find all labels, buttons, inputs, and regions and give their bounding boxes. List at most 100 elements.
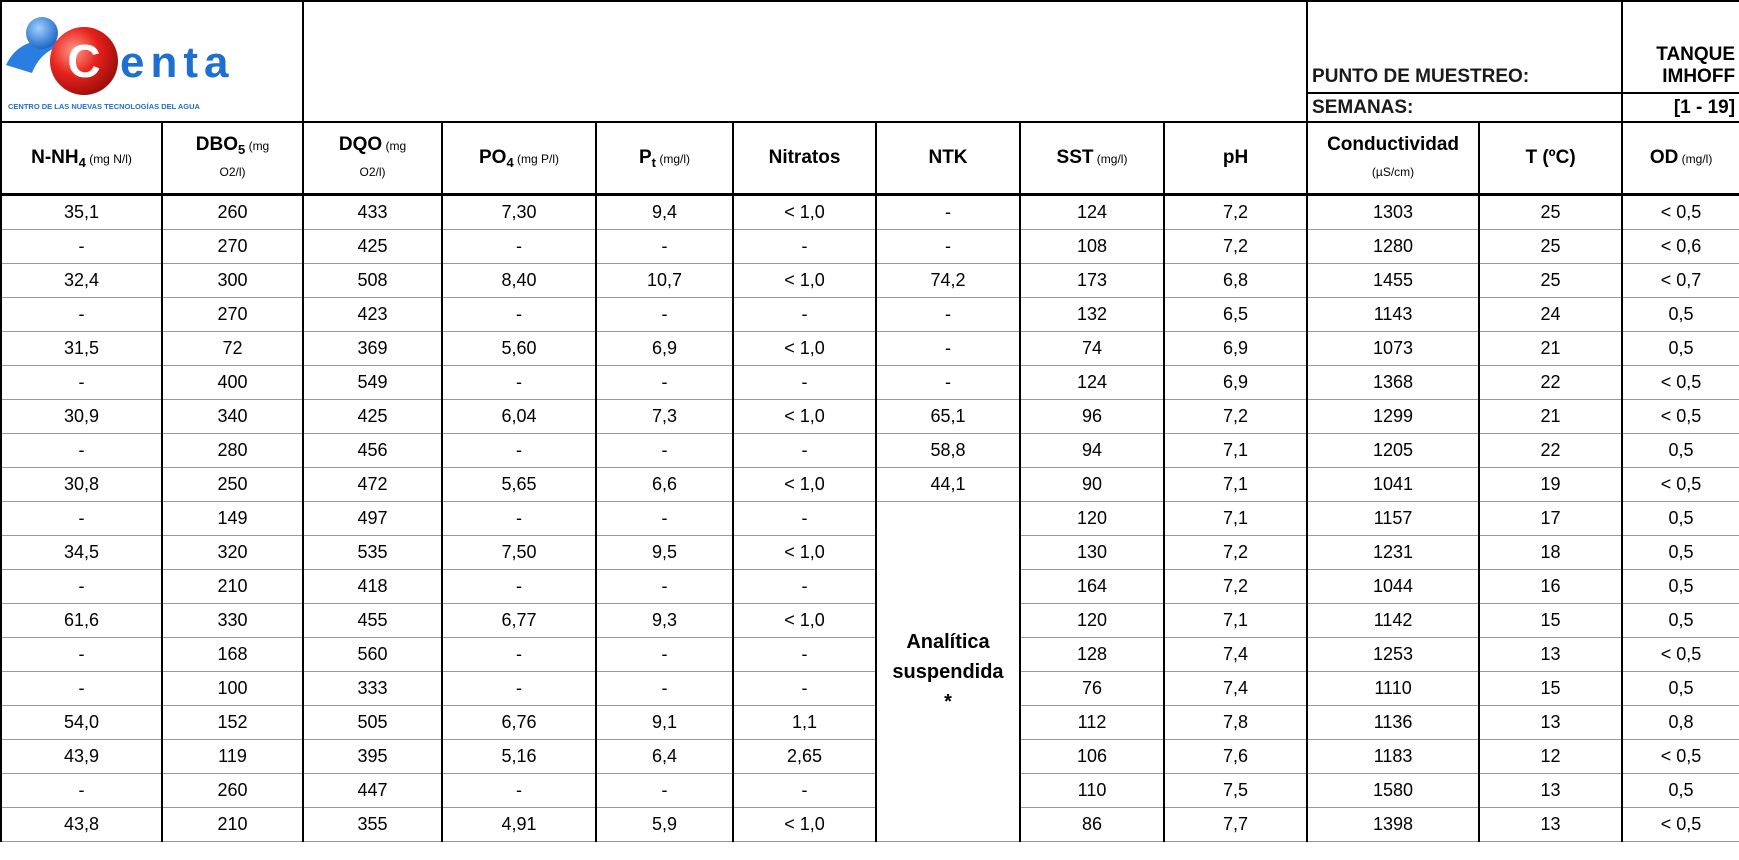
data-cell: 1183: [1306, 739, 1481, 774]
data-cell: -: [595, 637, 734, 672]
subscript: 4: [506, 154, 514, 170]
header-line: (µS/cm): [1312, 158, 1474, 184]
data-cell: 132: [1019, 297, 1165, 332]
data-row: -210 418- - -164 7,2 1044 16 0,5: [0, 569, 1739, 604]
data-cell: < 1,0: [732, 331, 877, 366]
data-cell: 418: [302, 569, 443, 604]
column-header: Pt (mg/l): [595, 121, 734, 196]
data-cell: -: [595, 229, 734, 264]
data-cell: -: [441, 297, 597, 332]
column-header: DQO (mg O2/l): [302, 121, 443, 196]
data-cell: 7,2: [1162, 194, 1309, 230]
data-cell: 1044: [1306, 569, 1481, 604]
merged-line: *: [944, 690, 952, 713]
data-cell: 90: [1019, 467, 1165, 502]
data-cell: 13: [1478, 637, 1624, 672]
data-cell: 508: [302, 263, 443, 298]
header-line: PO4 (mg P/l): [447, 145, 591, 172]
data-cell: 124: [1019, 365, 1165, 400]
data-cell: 7,2: [1162, 569, 1309, 604]
unit: (mg/l): [1678, 152, 1713, 167]
data-cell: 355: [302, 807, 443, 842]
data-cell: 61,6: [0, 603, 163, 638]
data-cell: 260: [161, 194, 304, 230]
data-cell: -: [595, 501, 734, 536]
data-cell: 16: [1478, 569, 1624, 604]
data-cell: 0,5: [1621, 331, 1739, 366]
data-cell: 13: [1478, 705, 1624, 740]
data-cell: 7,30: [441, 194, 597, 230]
column-header: pH: [1162, 121, 1309, 196]
data-cell: < 0,5: [1621, 365, 1739, 400]
data-cell: 34,5: [0, 535, 163, 570]
data-cell: -: [732, 501, 877, 536]
data-cell: 300: [161, 263, 304, 298]
data-cell: 1303: [1306, 194, 1481, 230]
header-text: pH: [1222, 147, 1249, 169]
column-header: N-NH4 (mg N/l): [0, 121, 163, 196]
data-cell: 5,16: [441, 739, 597, 774]
data-cell: 6,4: [595, 739, 734, 774]
data-cell: 43,8: [0, 807, 163, 842]
data-row: 54,0 152 505 6,76 9,1 1,1 112 7,8 1136 13 0,8: [0, 705, 1739, 740]
data-cell: 30,8: [0, 467, 163, 502]
data-cell: 10,7: [595, 263, 734, 298]
data-cell: 74,2: [875, 263, 1021, 298]
blank-cell: [301, 0, 1309, 123]
data-cell: 7,1: [1162, 467, 1309, 502]
header-text: PO: [478, 146, 507, 168]
data-cell: 43,9: [0, 739, 163, 774]
unit: O2/l): [219, 165, 246, 180]
data-cell: 7,2: [1162, 399, 1309, 434]
header-line: N-NH4 (mg N/l): [6, 145, 157, 172]
data-cell: 6,77: [441, 603, 597, 638]
data-cell: 4,91: [441, 807, 597, 842]
data-cell: -: [595, 297, 734, 332]
data-cell: 96: [1019, 399, 1165, 434]
data-cell: < 0,5: [1621, 637, 1739, 672]
data-cell: -: [875, 365, 1021, 400]
data-cell: 7,50: [441, 535, 597, 570]
info-value-line: IMHOFF: [1662, 66, 1736, 87]
data-row: 43,9 119 395 5,16 6,4 2,65 106 7,6 1183 12 < 0,5: [0, 739, 1739, 774]
data-cell: 149: [161, 501, 304, 536]
merged-cell: Analítica suspendida *: [875, 501, 1021, 842]
data-cell: 130: [1019, 535, 1165, 570]
data-cell: 1231: [1306, 535, 1481, 570]
data-cell: -: [0, 365, 163, 400]
data-row: 35,1 260 433 7,30 9,4 < 1,0-124 7,2 1303 25 < 0,5: [0, 194, 1739, 230]
logo: C enta CENTRO DE LAS NUEVAS TECNOLOGÍAS …: [6, 17, 228, 111]
data-cell: < 1,0: [732, 467, 877, 502]
data-cell: -: [441, 773, 597, 808]
info-row: SEMANAS: [1 - 19]: [1, 92, 1739, 123]
header-line: DQO (mg: [308, 132, 437, 158]
header-line: SST (mg/l): [1025, 145, 1159, 171]
data-cell: < 1,0: [732, 603, 877, 638]
data-cell: < 0,5: [1621, 399, 1739, 434]
data-cell: -: [441, 569, 597, 604]
unit: O2/l): [359, 165, 386, 179]
data-cell: 7,1: [1162, 603, 1309, 638]
header-line: O2/l): [167, 158, 298, 184]
data-cell: 0,5: [1621, 773, 1739, 808]
data-cell: 5,60: [441, 331, 597, 366]
data-cell: 15: [1478, 603, 1624, 638]
data-cell: 164: [1019, 569, 1165, 604]
data-cell: 0,5: [1621, 501, 1739, 536]
data-cell: 173: [1019, 263, 1165, 298]
data-cell: -: [0, 637, 163, 672]
data-cell: 497: [302, 501, 443, 536]
data-cell: -: [732, 637, 877, 672]
data-cell: < 0,5: [1621, 194, 1739, 230]
header-line: O2/l): [308, 158, 437, 184]
header-line: OD (mg/l): [1627, 145, 1735, 171]
data-cell: -: [732, 229, 877, 264]
data-cell: -: [595, 365, 734, 400]
data-cell: 25: [1478, 263, 1624, 298]
data-cell: 2,65: [732, 739, 877, 774]
data-cell: 19: [1478, 467, 1624, 502]
data-cell: 110: [1019, 773, 1165, 808]
data-table: C enta CENTRO DE LAS NUEVAS TECNOLOGÍAS …: [0, 0, 1739, 842]
data-cell: 9,3: [595, 603, 734, 638]
data-cell: -: [732, 365, 877, 400]
